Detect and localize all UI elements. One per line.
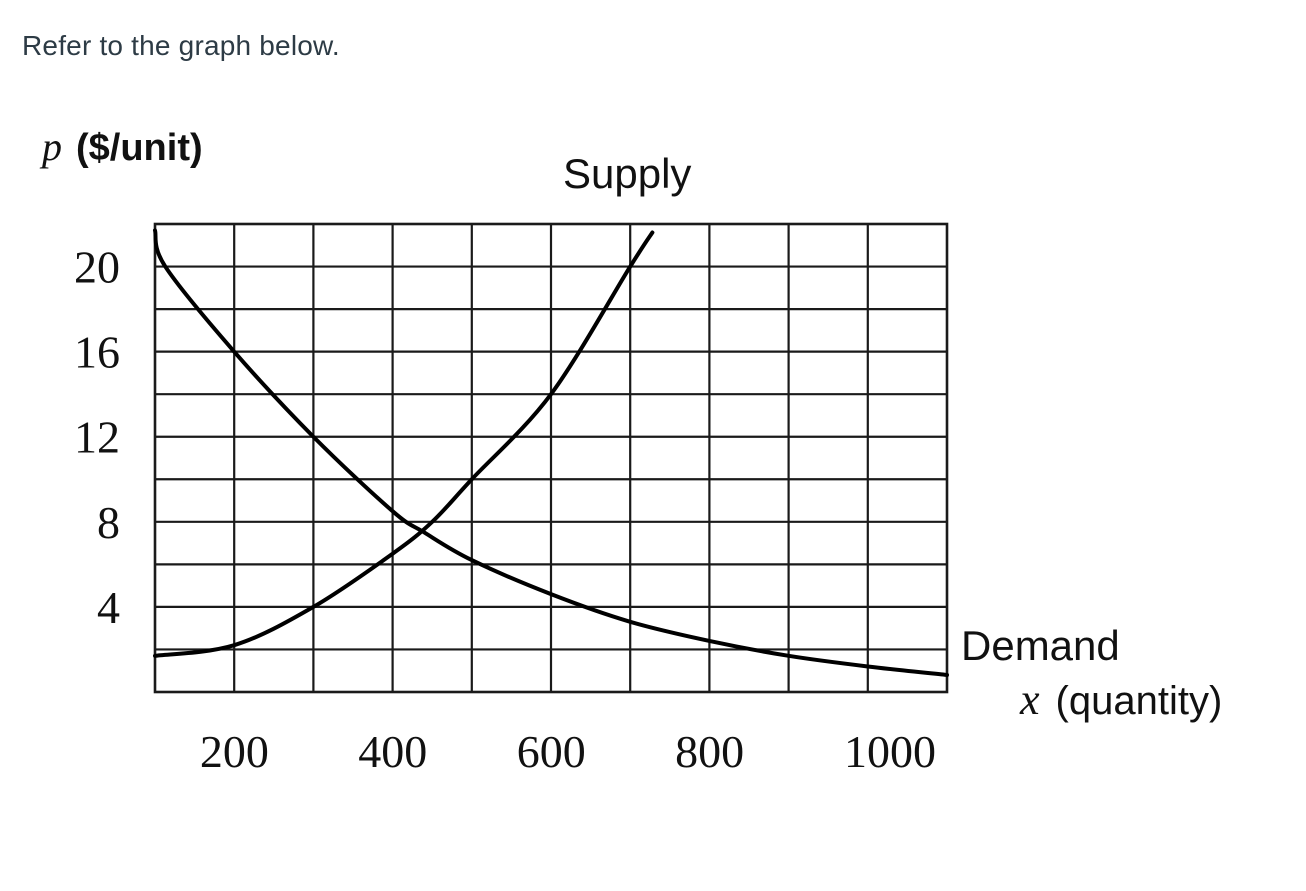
demand-curve: [153, 228, 949, 677]
y-axis-unit: ($/unit): [76, 127, 203, 169]
x-axis-variable: x: [1019, 675, 1040, 724]
y-tick-label: 16: [74, 327, 120, 378]
plot-frame: [153, 222, 949, 694]
y-axis-variable: p: [39, 124, 62, 169]
x-tick-label: 800: [675, 726, 744, 777]
y-tick-label: 12: [74, 412, 120, 463]
chart-grid: [155, 224, 947, 692]
demand-label: Demand: [961, 622, 1120, 669]
y-axis-ticks: 4 8 12 16 20: [74, 242, 120, 633]
supply-label: Supply: [563, 150, 691, 197]
x-tick-label: 1000: [844, 726, 936, 777]
question-prompt: Refer to the graph below.: [22, 30, 340, 61]
y-tick-label: 20: [74, 242, 120, 293]
x-tick-label: 600: [517, 726, 586, 777]
y-tick-label: 4: [97, 582, 120, 633]
y-axis-label: p ($/unit): [39, 124, 203, 169]
x-tick-label: 400: [358, 726, 427, 777]
y-tick-label: 8: [97, 497, 120, 548]
x-axis-ticks: 200 400 600 800 1000: [200, 726, 936, 777]
x-axis-label: x (quantity): [1019, 675, 1222, 724]
supply-curve: [153, 230, 655, 658]
x-axis-unit: (quantity): [1056, 679, 1223, 723]
x-tick-label: 200: [200, 726, 269, 777]
